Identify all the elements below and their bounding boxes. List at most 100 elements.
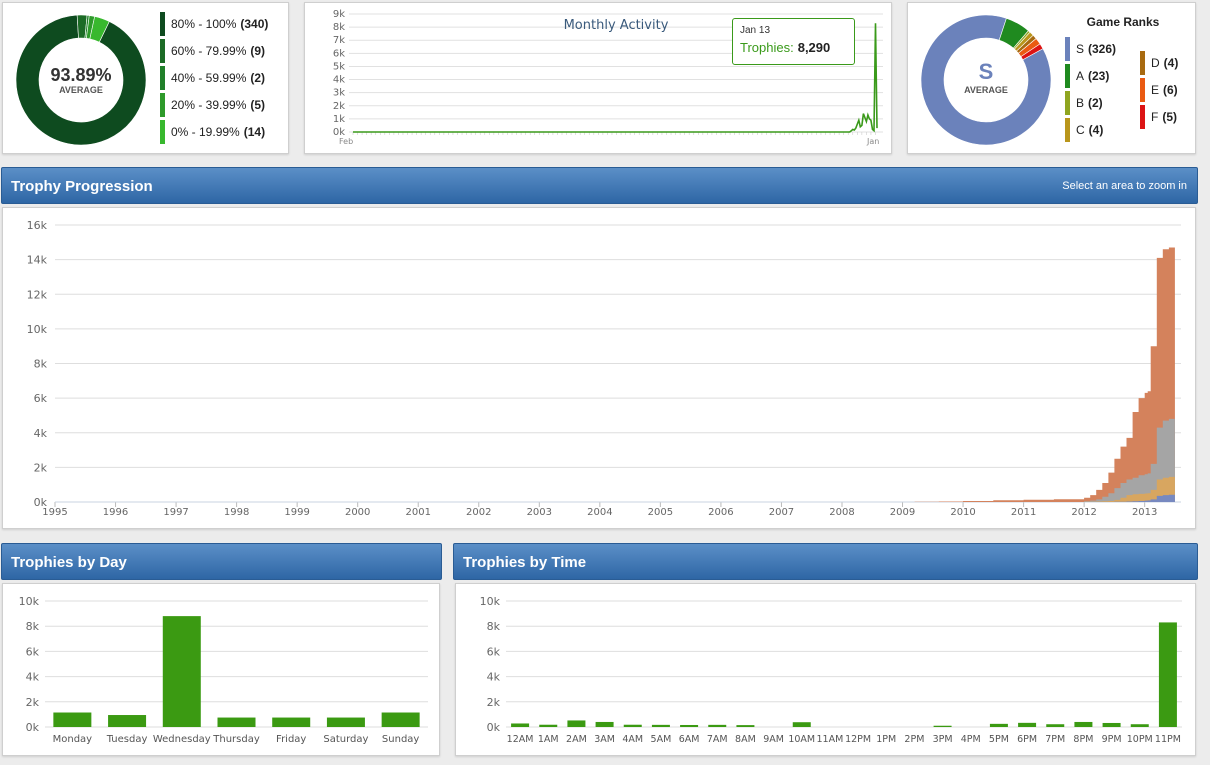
legend-label: E [1151, 83, 1160, 97]
tick-label: Tuesday [106, 734, 148, 745]
legend-count: (2) [1088, 96, 1103, 110]
tick-label: 2002 [466, 507, 491, 518]
tick-label: 3AM [594, 734, 615, 745]
completion-value: 93.89% [50, 65, 112, 85]
chart-title: Monthly Activity [564, 18, 669, 33]
legend-item: 40% - 59.99% (2) [160, 66, 265, 90]
legend-item: 60% - 79.99% (9) [160, 39, 265, 63]
area-series-3[interactable] [55, 247, 1175, 503]
legend-label: 20% - 39.99% [171, 98, 247, 112]
bar[interactable] [595, 721, 614, 727]
bar[interactable] [272, 717, 311, 727]
donut-slice[interactable] [15, 14, 147, 146]
rank-legend-item: A (23) [1065, 64, 1109, 88]
monthly-activity-chart: 0k 1k 2k 3k 4k 5k 6k 7k 8k 9k Feb Jan Monthly Activi… [333, 9, 883, 146]
tooltip-label: Trophies: [740, 40, 794, 55]
progression-title: Trophy Progression [11, 178, 153, 195]
tick-label: Wednesday [153, 734, 211, 745]
donut-slice[interactable] [89, 16, 110, 43]
completion-card: 93.89% AVERAGE 80% - 100% (340) 60% - 79.9… [2, 2, 289, 154]
bar[interactable] [1130, 724, 1149, 727]
tick-label: Jan [866, 137, 879, 146]
bar[interactable] [162, 616, 201, 727]
progression-chart[interactable]: 0k 2k 4k 6k 8k 10k 12k 14k 16k 1995 1996 1997 1998 19… [3, 208, 1195, 528]
tick-label: 4k [487, 671, 501, 684]
bar[interactable] [326, 717, 365, 727]
bar[interactable] [792, 722, 811, 727]
tick-label: 6k [333, 48, 345, 59]
tooltip-value: 8,290 [797, 40, 831, 55]
tick-label: 2011 [1011, 507, 1036, 518]
monthly-tooltip: Jan 13 Trophies: 8,290 [732, 18, 855, 65]
completion-donut [15, 14, 147, 146]
tick-label: 0k [34, 496, 48, 509]
by-day-title: Trophies by Day [11, 554, 127, 571]
tick-label: 1PM [876, 734, 896, 745]
legend-label: A [1076, 69, 1085, 83]
area-series-1[interactable] [55, 476, 1175, 502]
bar[interactable] [623, 724, 642, 727]
legend-label: 40% - 59.99% [171, 71, 247, 85]
tick-label: Thursday [212, 734, 260, 745]
tick-label: 9AM [763, 734, 784, 745]
bar[interactable] [933, 725, 952, 727]
tick-label: 2012 [1071, 507, 1096, 518]
ranks-title: Game Ranks [1086, 15, 1160, 29]
tick-label: 6PM [1017, 734, 1037, 745]
legend-label: F [1151, 110, 1159, 124]
rank-legend-item: B (2) [1065, 91, 1103, 115]
tick-label: 0k [26, 721, 40, 734]
bar[interactable] [53, 712, 92, 727]
bar[interactable] [680, 724, 699, 727]
legend-swatch [160, 66, 165, 90]
bar[interactable] [708, 724, 727, 727]
donut-slice[interactable] [1020, 43, 1044, 61]
donut-slice[interactable] [920, 14, 1052, 146]
tick-label: 10k [27, 323, 48, 336]
progression-header: Trophy Progression Select an area to zoo… [1, 167, 1198, 204]
legend-count: (5) [1162, 110, 1178, 124]
legend-label: B [1076, 96, 1085, 110]
monthly-activity-card: 0k 1k 2k 3k 4k 5k 6k 7k 8k 9k Feb Jan Monthly Activi… [304, 2, 892, 154]
bar[interactable] [651, 724, 670, 727]
bar[interactable] [217, 717, 256, 727]
tick-label: 2k [26, 696, 40, 709]
bar[interactable] [1018, 722, 1037, 727]
tick-label: 5PM [989, 734, 1009, 745]
bar[interactable] [381, 712, 420, 727]
tick-label: 2008 [829, 507, 854, 518]
tick-label: 4PM [961, 734, 981, 745]
tick-label: 6k [34, 392, 48, 405]
bar[interactable] [511, 723, 530, 727]
legend-count: (9) [250, 44, 266, 58]
tick-label: 10k [480, 595, 501, 608]
bar[interactable] [539, 724, 558, 727]
legend-swatch [1140, 78, 1145, 102]
bar[interactable] [567, 720, 586, 727]
by-day-card: 0k 2k 4k 6k 8k 10k Monday Tuesday Wednesday Thurs… [2, 583, 440, 756]
tick-label: 8k [487, 620, 501, 633]
bar[interactable] [1102, 722, 1121, 727]
legend-swatch [1065, 91, 1070, 115]
progression-card[interactable]: 0k 2k 4k 6k 8k 10k 12k 14k 16k 1995 1996 1997 1998 19… [2, 207, 1196, 529]
bar[interactable] [1158, 622, 1177, 727]
bar[interactable] [1074, 721, 1093, 727]
legend-swatch [1065, 64, 1070, 88]
legend-label: S [1076, 42, 1085, 56]
bar[interactable] [989, 723, 1008, 727]
tick-label: 8PM [1073, 734, 1093, 745]
legend-count: (4) [1088, 123, 1104, 137]
bar[interactable] [1046, 724, 1065, 727]
legend-count: (4) [1163, 56, 1179, 70]
area-series-2[interactable] [55, 418, 1175, 502]
legend-swatch [1065, 37, 1070, 61]
bar[interactable] [736, 725, 755, 727]
tick-label: 11PM [1155, 734, 1181, 745]
tick-label: Saturday [323, 734, 368, 745]
bar[interactable] [108, 715, 147, 727]
tick-label: 6AM [679, 734, 700, 745]
tick-label: Monday [53, 734, 93, 745]
tick-label: 2k [333, 101, 345, 112]
tick-label: 10AM [788, 734, 815, 745]
legend-count: (5) [250, 98, 266, 112]
